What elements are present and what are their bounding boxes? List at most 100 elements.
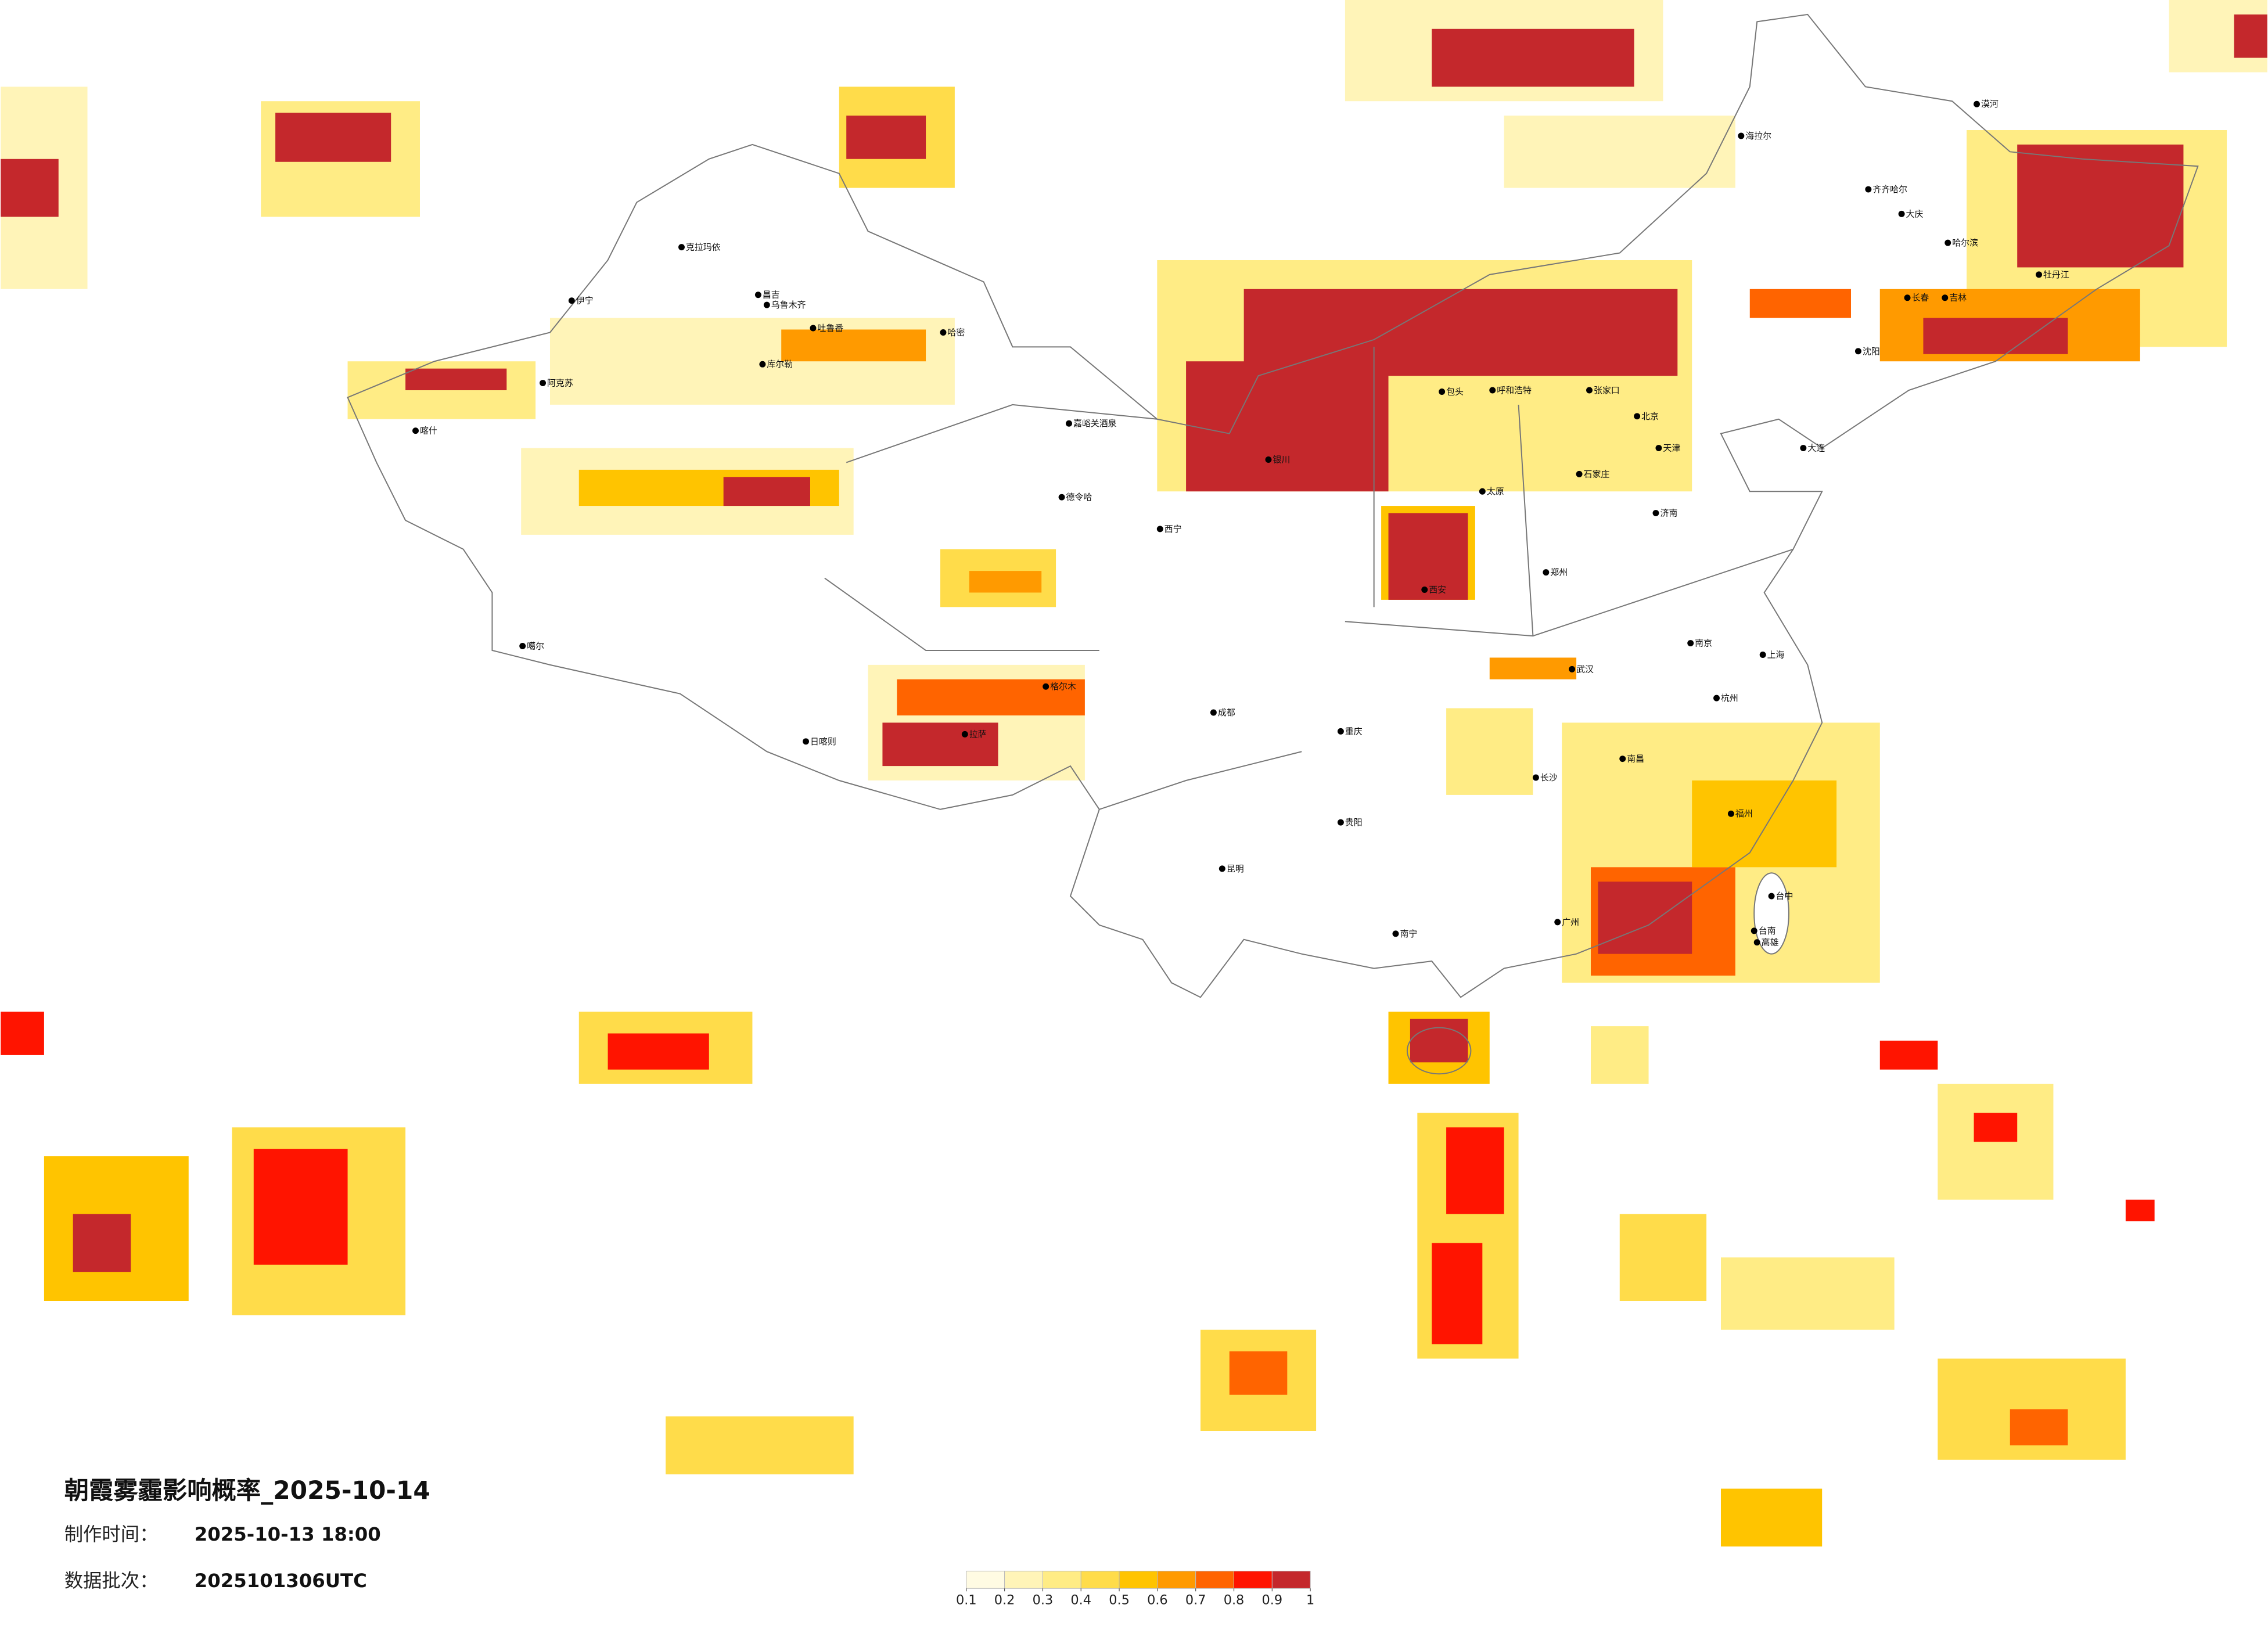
city-label: 德令哈 (1066, 492, 1092, 502)
city-dot (2036, 271, 2043, 278)
title: 朝霞雾霾影响概率_2025-10-14 (64, 1476, 430, 1505)
city-dot (1865, 186, 1872, 193)
city-label: 海拉尔 (1745, 131, 1771, 141)
city-dot (763, 301, 770, 308)
city-dot (1655, 445, 1662, 452)
city-label: 喀什 (420, 426, 437, 436)
city-dot (1569, 665, 1576, 672)
city-dot (1210, 709, 1217, 716)
city-dot (568, 297, 575, 304)
city-dot (961, 731, 968, 738)
city-dot (940, 329, 947, 336)
city-dot (803, 738, 809, 745)
city-label: 成都 (1218, 707, 1235, 718)
legend-tick-label: 1 (1306, 1593, 1314, 1608)
city-label: 南京 (1695, 638, 1712, 649)
city-dot (1554, 919, 1561, 926)
city-label: 贵阳 (1345, 817, 1363, 828)
city-label: 哈尔滨 (1952, 238, 1978, 248)
legend-swatch (1042, 1570, 1081, 1589)
batch-label: 数据批次： (64, 1570, 159, 1592)
city-dot (1942, 294, 1949, 301)
legend-swatch (1080, 1570, 1120, 1589)
city-dot (1337, 819, 1344, 826)
city-label: 拉萨 (969, 729, 987, 739)
city-dot (1156, 526, 1163, 533)
city-dot (754, 292, 761, 298)
city-label: 广州 (1562, 917, 1579, 927)
city-dot (1586, 387, 1593, 394)
city-dot (1392, 930, 1399, 937)
city-label: 吉林 (1949, 293, 1967, 303)
city-label: 沈阳 (1863, 346, 1880, 357)
legend-tick-label: 0.9 (1262, 1593, 1283, 1608)
city-dot (1898, 210, 1905, 217)
city-label: 阿克苏 (547, 378, 573, 388)
city-dot (1768, 893, 1775, 900)
city-dot (1634, 413, 1641, 420)
city-label: 包头 (1446, 386, 1464, 397)
legend: 0.1 0.2 0.3 0.4 0.5 0.6 0.7 0.8 0.9 1 (956, 1570, 1314, 1608)
city-label: 伊宁 (576, 296, 594, 306)
city-label: 福州 (1735, 808, 1753, 819)
city-dot (1337, 728, 1344, 735)
city-label: 嘉峪关酒泉 (1073, 418, 1117, 429)
city-label: 日喀则 (810, 736, 836, 747)
city-dot (1687, 640, 1694, 647)
city-label: 大庆 (1906, 208, 1924, 219)
city-label: 武汉 (1576, 664, 1594, 674)
legend-tick-label: 0.7 (1185, 1593, 1206, 1608)
city-dot (540, 380, 547, 387)
city-dot (1751, 927, 1757, 934)
made-time-label: 制作时间： (64, 1523, 159, 1545)
city-label: 石家庄 (1584, 469, 1610, 479)
city-dot (1421, 586, 1428, 593)
city-label: 郑州 (1550, 567, 1568, 578)
legend-tick-label: 0.6 (1147, 1593, 1168, 1608)
city-label: 南宁 (1400, 929, 1417, 939)
city-dot (1058, 494, 1065, 501)
city-label: 重庆 (1345, 726, 1363, 736)
legend-tick-label: 0.2 (994, 1593, 1015, 1608)
city-label: 昌吉 (763, 290, 780, 300)
city-label: 格尔木 (1050, 681, 1076, 692)
city-label: 上海 (1767, 649, 1785, 660)
legend-swatch (1004, 1570, 1043, 1589)
city-dot (1543, 569, 1550, 576)
city-dot (1219, 865, 1225, 872)
city-dot (1066, 420, 1072, 427)
legend-swatch (1271, 1570, 1311, 1589)
batch: 2025101306UTC (195, 1570, 367, 1592)
city-label: 南昌 (1627, 754, 1644, 764)
legend-swatch (1195, 1570, 1235, 1589)
city-dot (1043, 683, 1049, 690)
city-label: 克拉玛依 (686, 242, 721, 253)
city-dot (1944, 239, 1951, 246)
city-label: 噶尔 (527, 641, 544, 652)
legend-swatch (1119, 1570, 1158, 1589)
city-label: 台中 (1776, 891, 1793, 901)
city-label: 北京 (1641, 411, 1659, 422)
city-label: 高雄 (1762, 937, 1779, 948)
city-dot (1753, 939, 1760, 946)
city-label: 西安 (1429, 584, 1446, 595)
city-label: 昆明 (1227, 864, 1244, 874)
city-label: 吐鲁番 (817, 323, 843, 333)
city-dot (1727, 810, 1734, 817)
heat-layer (1, 0, 2267, 1547)
city-dot (1619, 756, 1626, 762)
city-label: 银川 (1273, 454, 1290, 465)
city-dot (1800, 445, 1807, 452)
city-dot (1479, 488, 1486, 495)
legend-tick-label: 0.5 (1109, 1593, 1130, 1608)
city-dot (519, 643, 526, 650)
city-label: 济南 (1660, 508, 1677, 519)
city-label: 长春 (1912, 293, 1929, 303)
city-dot (1652, 510, 1659, 517)
city-dot (810, 325, 817, 332)
city-label: 大连 (1807, 443, 1825, 454)
legend-tick-label: 0.3 (1033, 1593, 1054, 1608)
city-label: 库尔勒 (767, 359, 793, 369)
